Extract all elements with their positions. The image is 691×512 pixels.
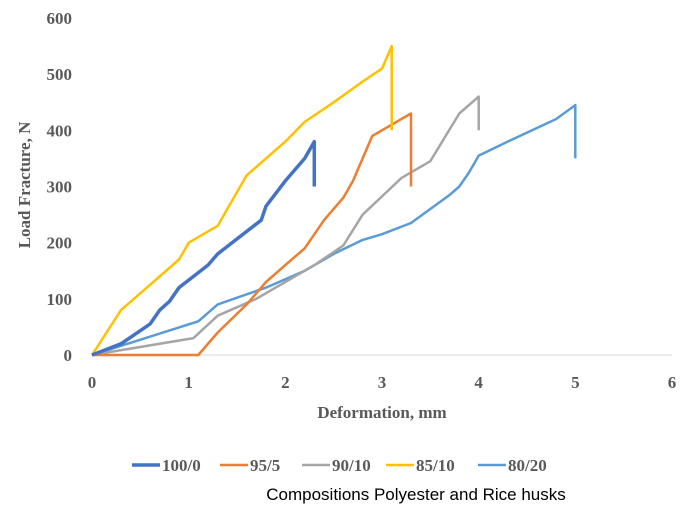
x-tick-label: 4 — [474, 373, 483, 392]
x-tick-label: 6 — [668, 373, 677, 392]
y-axis-ticks: 0 100 200 300 400 500 600 — [47, 9, 73, 365]
x-tick-label: 5 — [571, 373, 580, 392]
x-tick-label: 0 — [88, 373, 97, 392]
y-tick-label: 200 — [47, 234, 73, 253]
series-lines — [90, 44, 577, 357]
x-tick-label: 1 — [184, 373, 193, 392]
y-tick-label: 100 — [47, 290, 73, 309]
series-line-80-20 — [91, 103, 577, 357]
y-tick-label: 0 — [64, 346, 73, 365]
legend-label-90-10: 90/10 — [332, 456, 371, 475]
series-line-85-10 — [90, 44, 393, 356]
y-tick-label: 500 — [47, 65, 73, 84]
x-axis-title: Deformation, mm — [317, 403, 446, 422]
y-tick-label: 300 — [47, 178, 73, 197]
series-line-95-5 — [92, 112, 413, 357]
x-axis-ticks: 0 1 2 3 4 5 6 — [88, 373, 677, 392]
legend-label-100-0: 100/0 — [162, 456, 201, 475]
series-line-100-0 — [91, 139, 317, 357]
legend-label-95-5: 95/5 — [250, 456, 280, 475]
x-tick-label: 3 — [378, 373, 387, 392]
legend-label-85-10: 85/10 — [416, 456, 455, 475]
chart-caption: Compositions Polyester and Rice husks — [266, 485, 566, 504]
y-axis-title: Load Fracture, N — [15, 121, 34, 248]
legend: 100/0 95/5 90/10 85/10 80/20 — [132, 456, 547, 475]
x-tick-label: 2 — [281, 373, 290, 392]
series-line-90-10 — [91, 95, 480, 357]
y-tick-label: 600 — [47, 9, 73, 28]
legend-label-80-20: 80/20 — [508, 456, 547, 475]
y-tick-label: 400 — [47, 121, 73, 140]
